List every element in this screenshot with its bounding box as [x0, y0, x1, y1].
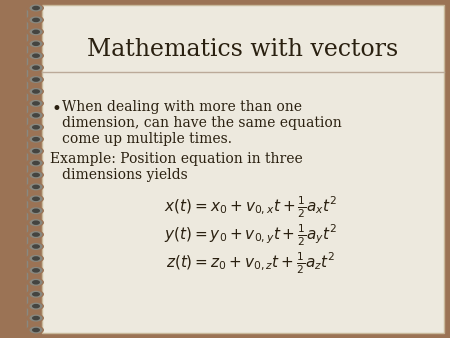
Ellipse shape: [26, 254, 44, 263]
Ellipse shape: [26, 75, 44, 84]
Ellipse shape: [26, 314, 44, 322]
Ellipse shape: [30, 231, 42, 238]
Ellipse shape: [30, 112, 42, 119]
Ellipse shape: [32, 220, 40, 225]
Ellipse shape: [30, 100, 42, 107]
Ellipse shape: [30, 315, 42, 321]
Ellipse shape: [30, 124, 42, 131]
Ellipse shape: [32, 18, 40, 22]
Ellipse shape: [30, 327, 42, 334]
Ellipse shape: [32, 268, 40, 273]
Ellipse shape: [32, 316, 40, 320]
Ellipse shape: [32, 149, 40, 153]
Ellipse shape: [32, 125, 40, 129]
Ellipse shape: [30, 195, 42, 202]
Ellipse shape: [26, 218, 44, 227]
Ellipse shape: [32, 304, 40, 308]
Ellipse shape: [30, 219, 42, 226]
Text: Mathematics with vectors: Mathematics with vectors: [87, 39, 399, 62]
Ellipse shape: [26, 206, 44, 215]
Ellipse shape: [30, 207, 42, 214]
Ellipse shape: [26, 111, 44, 120]
Text: Example: Position equation in three: Example: Position equation in three: [50, 152, 303, 166]
Ellipse shape: [30, 17, 42, 23]
Ellipse shape: [26, 159, 44, 168]
Ellipse shape: [26, 147, 44, 155]
Ellipse shape: [32, 137, 40, 141]
Ellipse shape: [30, 160, 42, 167]
Text: When dealing with more than one: When dealing with more than one: [62, 100, 302, 114]
Ellipse shape: [30, 76, 42, 83]
Ellipse shape: [26, 63, 44, 72]
Ellipse shape: [32, 292, 40, 296]
Ellipse shape: [30, 28, 42, 35]
Ellipse shape: [32, 65, 40, 70]
Ellipse shape: [32, 113, 40, 118]
Ellipse shape: [30, 64, 42, 71]
Text: dimensions yields: dimensions yields: [62, 168, 188, 182]
Ellipse shape: [32, 256, 40, 261]
Ellipse shape: [26, 301, 44, 311]
Ellipse shape: [30, 303, 42, 310]
Ellipse shape: [26, 51, 44, 60]
Ellipse shape: [26, 183, 44, 191]
Ellipse shape: [26, 278, 44, 287]
Text: come up multiple times.: come up multiple times.: [62, 132, 232, 146]
Ellipse shape: [30, 267, 42, 274]
Ellipse shape: [26, 242, 44, 251]
Ellipse shape: [30, 4, 42, 11]
Ellipse shape: [30, 136, 42, 143]
Ellipse shape: [26, 194, 44, 203]
Ellipse shape: [32, 77, 40, 82]
Ellipse shape: [30, 52, 42, 59]
Ellipse shape: [26, 170, 44, 179]
Ellipse shape: [32, 197, 40, 201]
Ellipse shape: [26, 230, 44, 239]
Text: $x(t) = x_0 + v_{0,x}t + \frac{1}{2}a_x t^2$: $x(t) = x_0 + v_{0,x}t + \frac{1}{2}a_x …: [164, 194, 338, 220]
Ellipse shape: [26, 39, 44, 48]
Ellipse shape: [30, 88, 42, 95]
Ellipse shape: [32, 328, 40, 332]
Ellipse shape: [26, 123, 44, 132]
Ellipse shape: [26, 27, 44, 37]
Ellipse shape: [30, 184, 42, 190]
Ellipse shape: [30, 40, 42, 47]
Ellipse shape: [32, 53, 40, 58]
Ellipse shape: [32, 161, 40, 165]
Ellipse shape: [26, 325, 44, 335]
Ellipse shape: [32, 232, 40, 237]
Ellipse shape: [26, 266, 44, 275]
Ellipse shape: [26, 290, 44, 299]
Ellipse shape: [32, 42, 40, 46]
Text: $y(t) = y_0 + v_{0,y}t + \frac{1}{2}a_y t^2$: $y(t) = y_0 + v_{0,y}t + \frac{1}{2}a_y …: [164, 222, 338, 247]
Ellipse shape: [32, 185, 40, 189]
Ellipse shape: [26, 87, 44, 96]
Text: dimension, can have the same equation: dimension, can have the same equation: [62, 116, 342, 130]
Ellipse shape: [26, 99, 44, 108]
Ellipse shape: [32, 280, 40, 285]
Ellipse shape: [30, 148, 42, 154]
Ellipse shape: [26, 135, 44, 144]
Ellipse shape: [32, 173, 40, 177]
Ellipse shape: [32, 209, 40, 213]
Ellipse shape: [30, 291, 42, 298]
Ellipse shape: [26, 16, 44, 24]
Ellipse shape: [30, 243, 42, 250]
Ellipse shape: [32, 30, 40, 34]
Text: •: •: [52, 100, 62, 118]
Ellipse shape: [26, 3, 44, 13]
FancyBboxPatch shape: [42, 5, 444, 333]
Ellipse shape: [32, 244, 40, 249]
Ellipse shape: [30, 279, 42, 286]
Ellipse shape: [30, 255, 42, 262]
Text: $z(t) = z_0 + v_{0,z}t + \frac{1}{2}a_z t^2$: $z(t) = z_0 + v_{0,z}t + \frac{1}{2}a_z …: [166, 250, 336, 275]
Ellipse shape: [32, 6, 40, 10]
Ellipse shape: [32, 89, 40, 94]
Ellipse shape: [30, 171, 42, 178]
Ellipse shape: [32, 101, 40, 106]
